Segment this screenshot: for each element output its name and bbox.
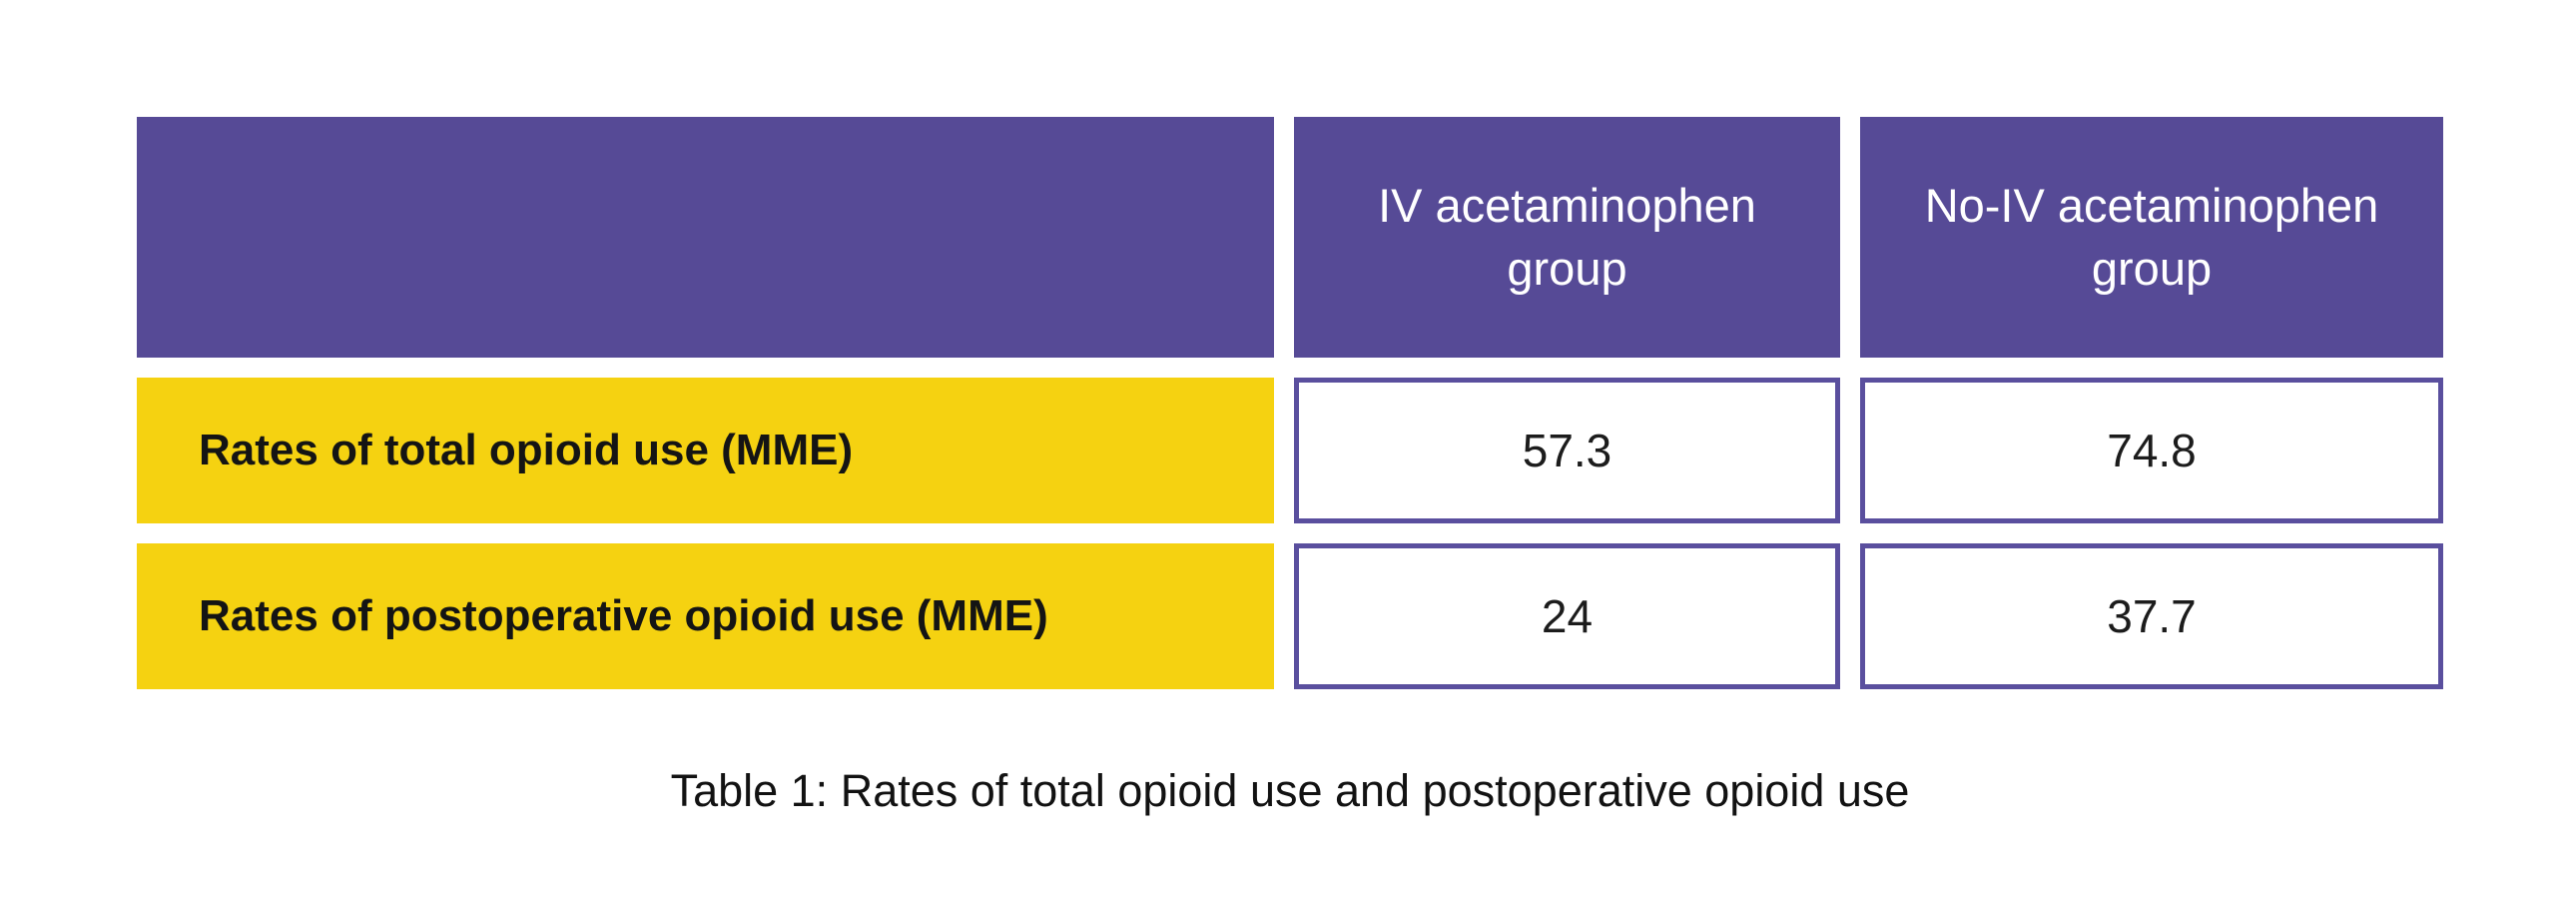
header-cell-iv-acetaminophen-group: IV acetaminophen group xyxy=(1294,117,1840,358)
header-cell-no-iv-acetaminophen-group: No-IV acetaminophen group xyxy=(1860,117,2443,358)
data-cell-postoperative-opioid-iv: 24 xyxy=(1294,543,1840,689)
row-label-text: Rates of postoperative opioid use (MME) xyxy=(199,591,1048,640)
data-value: 37.7 xyxy=(2107,590,2197,642)
data-value: 74.8 xyxy=(2107,425,2197,476)
data-cell-total-opioid-iv: 57.3 xyxy=(1294,378,1840,523)
data-value: 57.3 xyxy=(1522,425,1612,476)
header-no-iv-acetaminophen-label: No-IV acetaminophen group xyxy=(1924,179,2379,295)
data-value: 24 xyxy=(1541,590,1594,642)
row-label-total-opioid-use: Rates of total opioid use (MME) xyxy=(137,378,1274,523)
data-cell-postoperative-opioid-no-iv: 37.7 xyxy=(1860,543,2443,689)
data-cell-total-opioid-no-iv: 74.8 xyxy=(1860,378,2443,523)
row-label-postoperative-opioid-use: Rates of postoperative opioid use (MME) xyxy=(137,543,1274,689)
opioid-use-table: IV acetaminophen group No-IV acetaminoph… xyxy=(137,117,2443,689)
row-label-text: Rates of total opioid use (MME) xyxy=(199,426,854,474)
header-iv-acetaminophen-label: IV acetaminophen group xyxy=(1378,179,1756,295)
table-caption: Table 1: Rates of total opioid use and p… xyxy=(670,765,1910,816)
header-cell-blank xyxy=(137,117,1274,358)
